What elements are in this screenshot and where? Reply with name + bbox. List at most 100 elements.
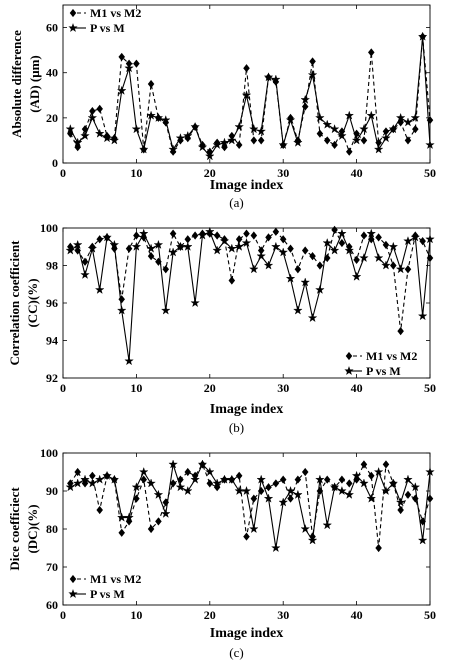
y-tick-label: 90 <box>46 484 58 498</box>
data-point <box>140 475 148 484</box>
data-point <box>395 264 406 274</box>
legend-marker-diamond <box>69 8 77 18</box>
data-point <box>351 135 362 145</box>
data-point <box>366 110 377 120</box>
data-point <box>425 234 435 244</box>
data-point <box>109 239 120 249</box>
data-point <box>125 244 133 253</box>
x-tick-label: 10 <box>130 166 142 180</box>
y-tick-label: 60 <box>46 21 58 35</box>
legend-label: M1 vs M2 <box>90 572 141 586</box>
data-point <box>301 246 309 255</box>
data-point <box>96 235 103 244</box>
data-point <box>168 247 178 257</box>
x-tick-label: 50 <box>424 608 436 622</box>
data-point <box>147 524 155 534</box>
legend-marker-star <box>68 588 78 599</box>
data-point <box>182 485 193 496</box>
data-point <box>293 137 303 147</box>
data-point <box>293 305 303 315</box>
x-tick-label: 40 <box>351 166 363 180</box>
data-point <box>153 239 164 249</box>
chart-panel-3: 0 10 20 30 40 50 60 70 80 90 100 M1 vs M2P vs M Imag… <box>7 446 436 660</box>
legend-label: M1 vs M2 <box>90 6 141 20</box>
data-point <box>301 102 309 111</box>
data-point <box>410 232 421 242</box>
data-point <box>293 489 303 499</box>
data-point <box>146 478 156 488</box>
data-point <box>271 74 281 84</box>
y-tick-label: 94 <box>46 334 58 348</box>
data-point <box>250 136 258 145</box>
data-point <box>72 137 83 147</box>
data-point <box>256 126 266 136</box>
legend-marker-diamond <box>345 351 353 361</box>
data-point <box>212 478 222 488</box>
data-point <box>388 241 399 251</box>
data-point <box>169 229 177 238</box>
plot-frame <box>62 4 431 164</box>
x-tick-label: 50 <box>424 381 436 395</box>
data-point <box>368 48 375 57</box>
data-point <box>426 494 434 503</box>
data-point <box>155 517 162 526</box>
data-point <box>278 247 288 257</box>
legend-marker-diamond <box>69 574 77 584</box>
data-point <box>287 494 294 503</box>
data-point <box>331 140 338 150</box>
data-point <box>345 147 353 156</box>
data-point <box>235 471 243 480</box>
data-point <box>345 479 353 488</box>
y-tick-label: 60 <box>46 598 58 612</box>
x-tick-label: 50 <box>424 166 436 180</box>
data-point <box>243 532 250 541</box>
data-point <box>315 474 325 484</box>
data-point <box>94 474 105 484</box>
data-point <box>89 471 96 480</box>
data-point <box>219 137 230 147</box>
series-line <box>69 36 431 157</box>
data-point <box>344 245 355 255</box>
x-axis-label: Image index <box>210 626 284 641</box>
data-point <box>182 241 193 251</box>
data-point <box>322 237 333 248</box>
data-point <box>138 228 149 238</box>
y-axis-label: Correlation coefficient <box>7 240 22 366</box>
legend: M1 vs M2P vs M <box>68 6 141 35</box>
data-point <box>249 523 259 534</box>
data-point <box>160 508 171 518</box>
data-point <box>294 475 302 484</box>
data-point <box>243 64 250 73</box>
panel-caption: (b) <box>229 420 244 435</box>
data-point <box>65 245 76 255</box>
data-point <box>131 241 142 251</box>
y-axis-label: Dice coefficiect <box>7 487 22 571</box>
data-point <box>403 236 413 246</box>
data-point <box>147 252 155 261</box>
x-axis-label: Image index <box>210 178 284 193</box>
y-tick-label: 20 <box>46 111 58 125</box>
data-point <box>96 505 103 515</box>
data-point <box>168 459 178 469</box>
y-tick-label: 80 <box>46 522 58 536</box>
data-point <box>102 232 112 242</box>
data-point <box>272 227 280 236</box>
data-point <box>153 112 164 122</box>
data-point <box>118 528 125 537</box>
data-point <box>331 225 338 234</box>
legend-label: P vs M <box>90 21 125 35</box>
data-point <box>257 136 265 145</box>
data-point <box>160 115 171 125</box>
data-point <box>197 459 208 469</box>
data-point <box>373 144 384 154</box>
legend-label: P vs M <box>366 364 401 378</box>
data-point <box>388 478 399 488</box>
data-point <box>74 467 81 477</box>
panel-caption: (a) <box>229 195 243 210</box>
data-point <box>329 482 340 492</box>
data-point <box>412 125 419 134</box>
data-point <box>278 497 288 507</box>
y-axis-label: Absolute difference <box>9 30 24 138</box>
data-point <box>138 466 149 477</box>
data-point <box>337 228 347 238</box>
